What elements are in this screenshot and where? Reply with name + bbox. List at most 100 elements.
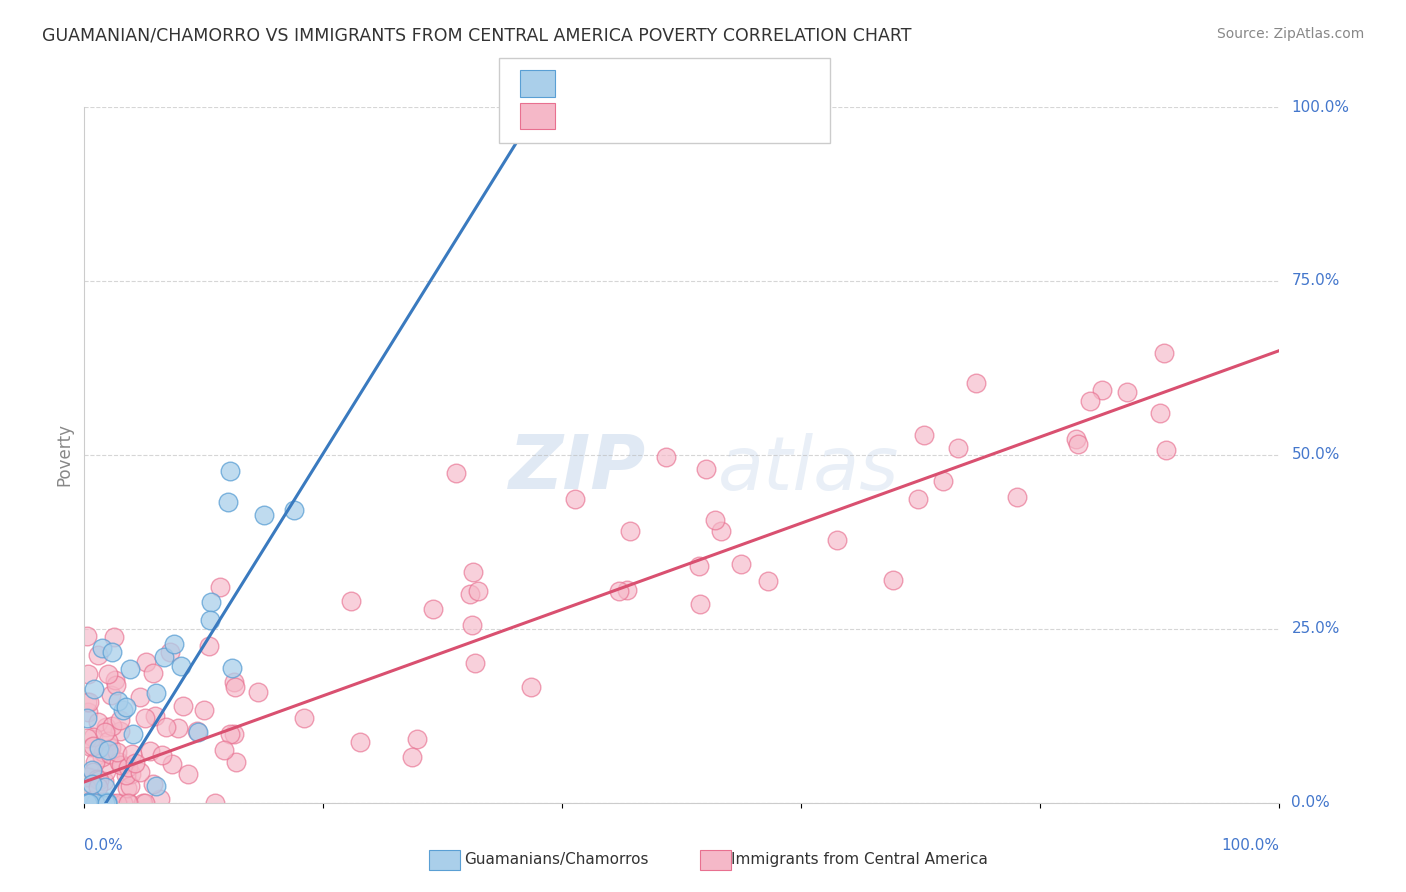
Point	[912, 428, 935, 442]
Point	[131, 796, 153, 810]
Point	[91, 794, 114, 808]
Point	[76, 666, 98, 681]
Point	[84, 796, 107, 810]
Point	[110, 758, 132, 772]
Point	[94, 796, 117, 810]
Point	[204, 796, 226, 810]
Point	[111, 758, 134, 772]
Point	[76, 705, 98, 719]
Text: ZIP: ZIP	[509, 433, 645, 506]
Point	[163, 636, 186, 650]
Point	[134, 711, 156, 725]
Point	[94, 796, 117, 810]
Point	[89, 773, 111, 788]
Point	[97, 743, 120, 757]
Point	[105, 796, 128, 810]
Point	[965, 376, 987, 390]
Point	[422, 601, 444, 615]
Point	[212, 743, 235, 757]
Point	[107, 693, 129, 707]
Point	[76, 731, 98, 746]
Point	[730, 557, 752, 571]
Point	[83, 682, 105, 697]
Point	[111, 796, 134, 810]
Point	[292, 711, 315, 725]
Point	[91, 641, 114, 656]
Point	[142, 777, 165, 791]
Point	[82, 730, 104, 744]
Point	[349, 735, 371, 749]
Point	[150, 747, 173, 762]
Point	[97, 666, 120, 681]
Point	[120, 767, 142, 781]
Point	[1116, 384, 1139, 399]
Text: 0.0%: 0.0%	[84, 838, 124, 853]
Point	[83, 796, 105, 810]
Point	[97, 734, 120, 748]
Point	[103, 630, 125, 644]
Point	[155, 720, 177, 734]
Point	[139, 744, 162, 758]
Point	[655, 450, 678, 464]
Point	[1149, 405, 1171, 419]
Point	[145, 686, 167, 700]
Point	[619, 524, 641, 538]
Point	[115, 781, 138, 796]
Point	[82, 765, 104, 780]
Point	[167, 721, 190, 735]
Point	[76, 796, 98, 810]
Point	[76, 695, 98, 709]
Point	[219, 727, 242, 741]
Point	[110, 714, 132, 728]
Point	[689, 597, 711, 611]
Point	[82, 777, 104, 791]
Text: 100.0%: 100.0%	[1291, 100, 1350, 114]
Point	[688, 558, 710, 573]
Point	[98, 747, 121, 761]
Point	[128, 764, 150, 779]
Point	[882, 573, 904, 587]
Point	[94, 725, 117, 739]
Point	[145, 779, 167, 793]
Point	[76, 770, 98, 784]
Point	[111, 703, 134, 717]
Point	[101, 796, 124, 810]
Point	[104, 673, 127, 687]
Point	[283, 503, 305, 517]
Point	[458, 587, 481, 601]
Point	[401, 750, 423, 764]
Point	[704, 513, 727, 527]
Y-axis label: Poverty: Poverty	[55, 424, 73, 486]
Point	[100, 741, 122, 756]
Point	[79, 796, 101, 810]
Point	[222, 675, 245, 690]
Point	[96, 795, 118, 809]
Point	[756, 574, 779, 589]
Text: Source: ZipAtlas.com: Source: ZipAtlas.com	[1216, 27, 1364, 41]
Text: 132: 132	[699, 110, 731, 128]
Point	[695, 462, 717, 476]
Text: Immigrants from Central America: Immigrants from Central America	[731, 853, 988, 867]
Point	[96, 796, 118, 810]
Point	[932, 475, 955, 489]
Point	[145, 709, 167, 723]
Point	[225, 755, 247, 769]
Text: 25.0%: 25.0%	[1291, 622, 1340, 636]
Point	[170, 659, 193, 673]
Point	[117, 760, 139, 774]
Point	[405, 731, 427, 746]
Point	[77, 796, 100, 810]
Point	[87, 780, 110, 794]
Point	[200, 595, 222, 609]
Text: atlas: atlas	[717, 433, 900, 505]
Point	[80, 793, 103, 807]
Point	[76, 796, 98, 810]
Point	[129, 690, 152, 705]
Point	[607, 583, 630, 598]
Point	[1153, 346, 1175, 360]
Point	[177, 767, 200, 781]
Point	[124, 756, 146, 771]
Point	[222, 726, 245, 740]
Point	[1064, 432, 1087, 446]
Point	[108, 724, 131, 739]
